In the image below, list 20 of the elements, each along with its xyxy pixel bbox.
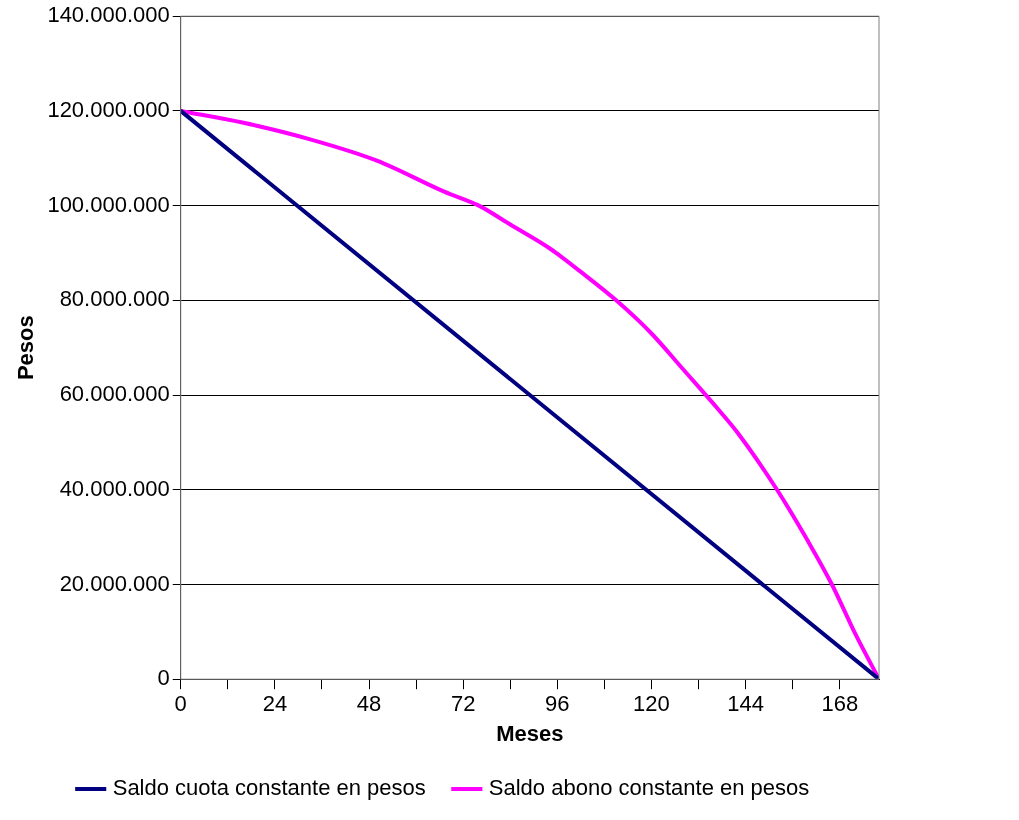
y-tick-label: 140.000.000 xyxy=(47,2,170,28)
y-tick-label: 60.000.000 xyxy=(59,381,170,407)
y-axis-title: Pesos xyxy=(13,315,39,381)
y-tick-label: 120.000.000 xyxy=(47,96,170,122)
y-tick-label: 20.000.000 xyxy=(59,570,170,596)
y-tick-label: 80.000.000 xyxy=(59,286,170,312)
y-tick-label: 40.000.000 xyxy=(59,475,170,501)
x-tick-label: 0 xyxy=(174,691,187,717)
x-tick-label: 120 xyxy=(633,691,670,717)
x-tick-label: 96 xyxy=(545,691,570,717)
legend-label: Saldo cuota constante en pesos xyxy=(112,775,426,801)
x-axis-title: Meses xyxy=(496,720,564,746)
y-tick-label: 100.000.000 xyxy=(47,191,170,217)
x-tick-label: 24 xyxy=(262,691,288,717)
x-tick-label: 48 xyxy=(356,691,382,717)
x-tick-label: 72 xyxy=(450,691,476,717)
x-tick-label: 168 xyxy=(821,691,859,717)
legend-label: Saldo abono constante en pesos xyxy=(488,775,810,801)
x-tick-label: 144 xyxy=(727,691,764,717)
y-tick-label: 0 xyxy=(157,665,170,691)
